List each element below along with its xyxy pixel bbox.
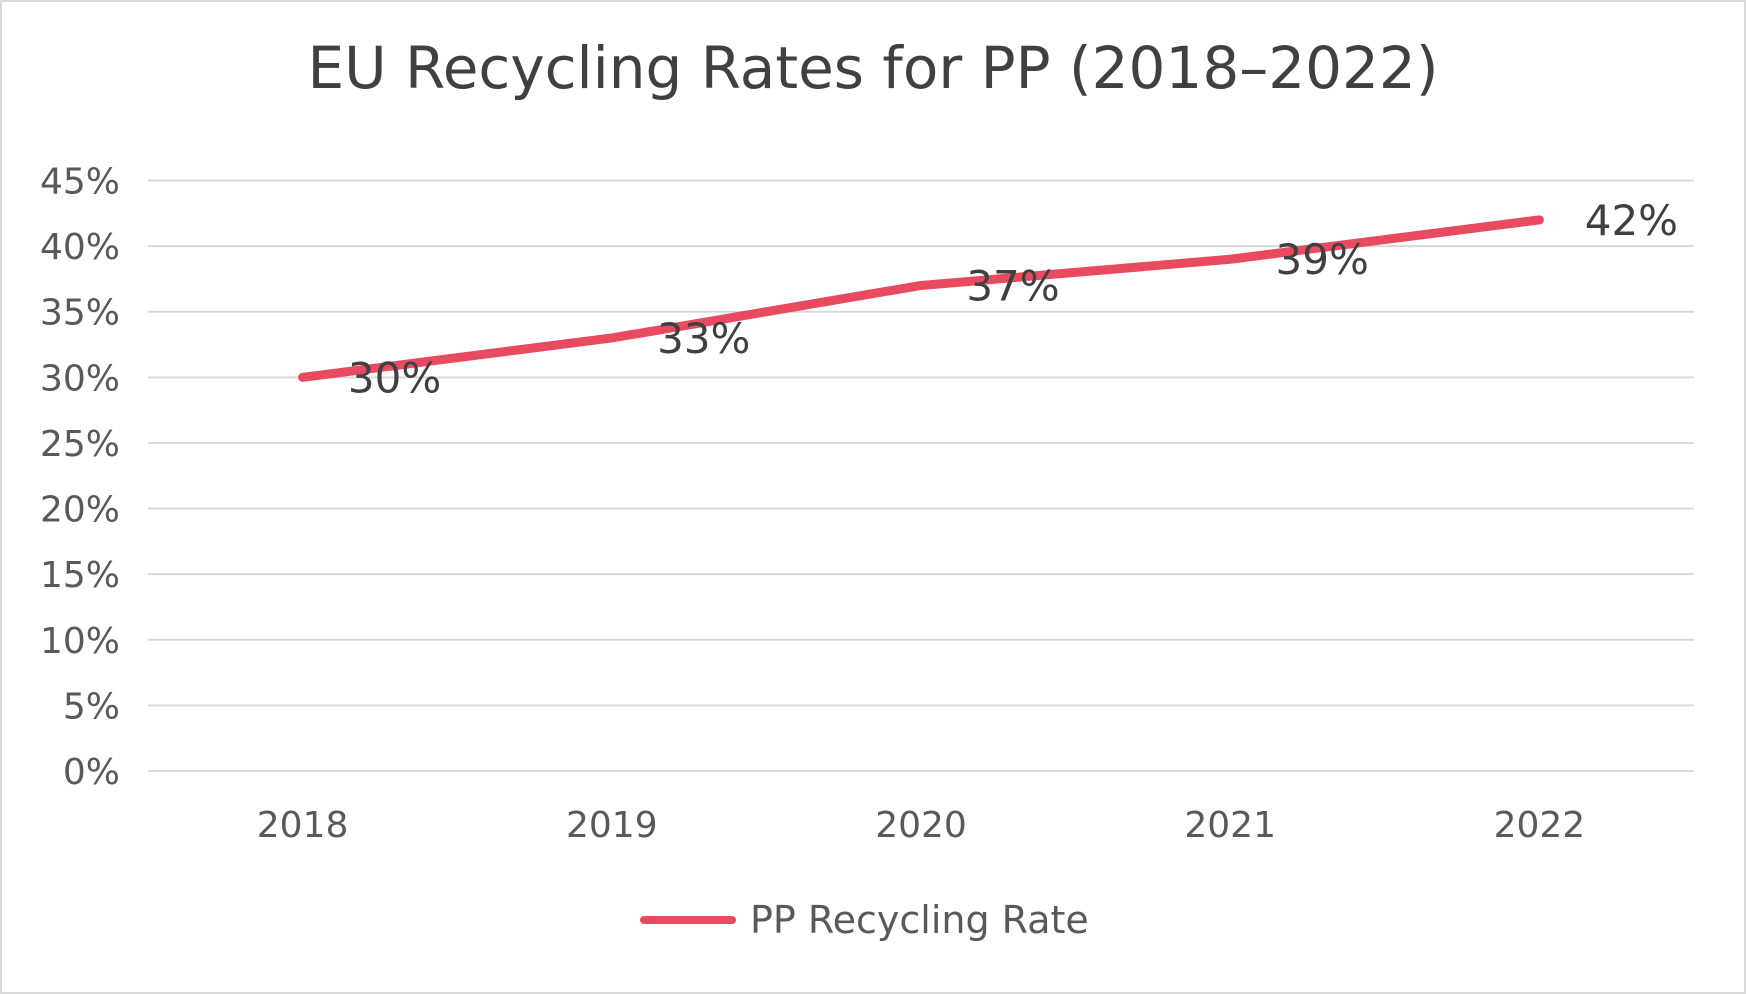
x-tick-label: 2020 <box>875 805 967 846</box>
y-tick-label: 0% <box>63 752 120 793</box>
legend-label: PP Recycling Rate <box>750 898 1089 942</box>
data-label: 33% <box>657 314 750 363</box>
y-tick-label: 10% <box>40 621 120 662</box>
y-tick-label: 30% <box>40 358 120 399</box>
chart-title: EU Recycling Rates for PP (2018–2022) <box>307 34 1439 102</box>
y-tick-label: 25% <box>40 424 120 465</box>
y-tick-label: 5% <box>63 686 120 727</box>
y-tick-label: 15% <box>40 555 120 596</box>
x-tick-label: 2019 <box>566 805 658 846</box>
y-tick-label: 20% <box>40 490 120 531</box>
x-tick-label: 2022 <box>1494 805 1586 846</box>
y-tick-label: 40% <box>40 227 120 268</box>
data-label: 30% <box>348 353 441 402</box>
data-label: 42% <box>1585 196 1678 245</box>
y-tick-label: 45% <box>40 162 120 203</box>
data-label: 39% <box>1276 235 1369 284</box>
x-tick-label: 2021 <box>1184 805 1276 846</box>
y-tick-label: 35% <box>40 293 120 334</box>
legend-swatch <box>640 916 736 924</box>
legend: PP Recycling Rate <box>640 898 1089 942</box>
data-label: 37% <box>966 261 1059 310</box>
x-tick-label: 2018 <box>257 805 349 846</box>
